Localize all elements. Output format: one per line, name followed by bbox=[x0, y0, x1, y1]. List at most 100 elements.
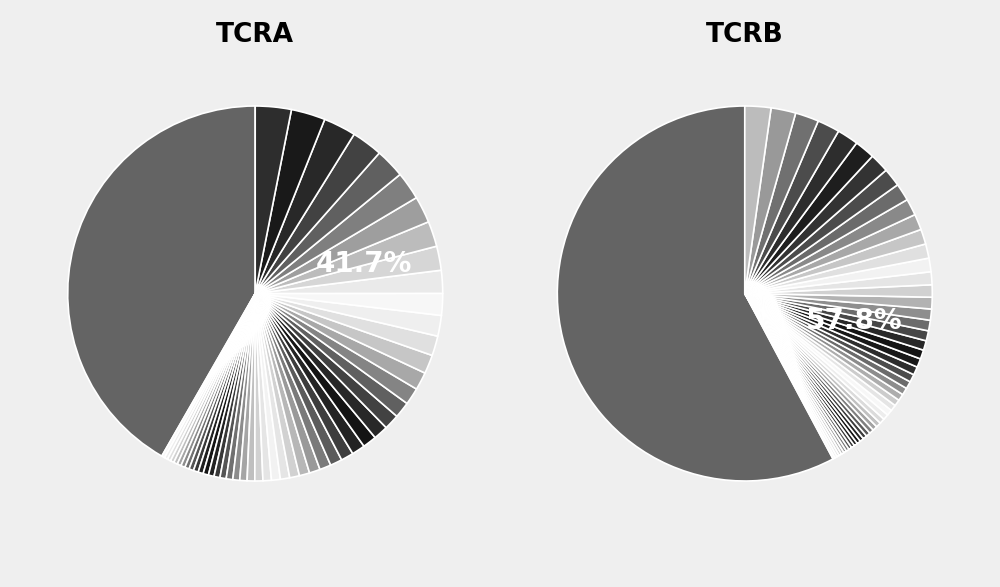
Wedge shape bbox=[255, 110, 325, 294]
Wedge shape bbox=[745, 294, 895, 410]
Wedge shape bbox=[745, 294, 899, 406]
Wedge shape bbox=[745, 185, 907, 294]
Wedge shape bbox=[255, 294, 263, 481]
Wedge shape bbox=[745, 294, 891, 415]
Wedge shape bbox=[255, 294, 407, 416]
Wedge shape bbox=[745, 294, 932, 309]
Wedge shape bbox=[745, 294, 929, 341]
Text: 41.7%: 41.7% bbox=[316, 251, 412, 278]
Wedge shape bbox=[745, 294, 839, 457]
Wedge shape bbox=[745, 294, 924, 359]
Wedge shape bbox=[745, 294, 860, 443]
Title: TCRB: TCRB bbox=[706, 22, 784, 49]
Wedge shape bbox=[745, 294, 930, 331]
Wedge shape bbox=[745, 294, 888, 419]
Wedge shape bbox=[745, 294, 917, 375]
Wedge shape bbox=[68, 106, 255, 456]
Wedge shape bbox=[745, 294, 867, 438]
Wedge shape bbox=[745, 294, 849, 451]
Wedge shape bbox=[745, 294, 932, 321]
Wedge shape bbox=[255, 294, 386, 437]
Wedge shape bbox=[255, 294, 364, 454]
Wedge shape bbox=[745, 121, 839, 294]
Wedge shape bbox=[255, 294, 397, 428]
Wedge shape bbox=[745, 294, 863, 441]
Wedge shape bbox=[745, 156, 886, 294]
Wedge shape bbox=[745, 294, 852, 450]
Wedge shape bbox=[226, 294, 255, 480]
Wedge shape bbox=[745, 106, 771, 294]
Wedge shape bbox=[745, 294, 870, 436]
Wedge shape bbox=[745, 113, 818, 294]
Wedge shape bbox=[255, 294, 432, 373]
Wedge shape bbox=[255, 294, 320, 473]
Wedge shape bbox=[745, 294, 835, 459]
Wedge shape bbox=[745, 294, 842, 456]
Wedge shape bbox=[745, 294, 873, 433]
Wedge shape bbox=[255, 294, 300, 478]
Wedge shape bbox=[745, 294, 854, 447]
Wedge shape bbox=[255, 294, 280, 480]
Wedge shape bbox=[174, 294, 255, 464]
Wedge shape bbox=[745, 294, 877, 430]
Wedge shape bbox=[214, 294, 255, 478]
Wedge shape bbox=[745, 131, 857, 294]
Wedge shape bbox=[255, 106, 291, 294]
Wedge shape bbox=[745, 294, 857, 446]
Wedge shape bbox=[745, 294, 926, 350]
Wedge shape bbox=[220, 294, 255, 479]
Wedge shape bbox=[745, 230, 926, 294]
Wedge shape bbox=[240, 294, 255, 481]
Wedge shape bbox=[255, 246, 441, 294]
Wedge shape bbox=[745, 272, 932, 294]
Wedge shape bbox=[745, 294, 880, 427]
Wedge shape bbox=[255, 294, 290, 480]
Wedge shape bbox=[198, 294, 255, 474]
Wedge shape bbox=[745, 294, 910, 389]
Wedge shape bbox=[181, 294, 255, 467]
Wedge shape bbox=[255, 294, 375, 446]
Wedge shape bbox=[255, 270, 443, 294]
Wedge shape bbox=[255, 294, 441, 336]
Wedge shape bbox=[255, 119, 354, 294]
Text: 57.8%: 57.8% bbox=[806, 307, 902, 335]
Wedge shape bbox=[557, 106, 833, 481]
Wedge shape bbox=[177, 294, 255, 465]
Wedge shape bbox=[255, 294, 417, 403]
Wedge shape bbox=[745, 294, 907, 394]
Wedge shape bbox=[745, 294, 884, 423]
Wedge shape bbox=[745, 294, 846, 453]
Wedge shape bbox=[745, 258, 931, 294]
Wedge shape bbox=[255, 294, 342, 465]
Wedge shape bbox=[255, 294, 425, 389]
Wedge shape bbox=[247, 294, 255, 481]
Wedge shape bbox=[194, 294, 255, 472]
Wedge shape bbox=[745, 294, 837, 458]
Wedge shape bbox=[745, 215, 921, 294]
Wedge shape bbox=[255, 294, 443, 315]
Wedge shape bbox=[745, 108, 796, 294]
Wedge shape bbox=[189, 294, 255, 471]
Wedge shape bbox=[745, 294, 914, 382]
Wedge shape bbox=[745, 294, 903, 400]
Wedge shape bbox=[233, 294, 255, 480]
Wedge shape bbox=[255, 198, 428, 294]
Wedge shape bbox=[162, 294, 255, 458]
Wedge shape bbox=[745, 170, 898, 294]
Wedge shape bbox=[255, 153, 400, 294]
Wedge shape bbox=[255, 294, 353, 460]
Wedge shape bbox=[255, 294, 438, 355]
Wedge shape bbox=[255, 174, 416, 294]
Wedge shape bbox=[745, 244, 929, 294]
Wedge shape bbox=[745, 143, 872, 294]
Wedge shape bbox=[255, 294, 272, 481]
Wedge shape bbox=[208, 294, 255, 477]
Wedge shape bbox=[255, 294, 310, 475]
Wedge shape bbox=[745, 200, 915, 294]
Wedge shape bbox=[171, 294, 255, 463]
Wedge shape bbox=[255, 294, 331, 470]
Wedge shape bbox=[745, 294, 921, 367]
Wedge shape bbox=[185, 294, 255, 469]
Wedge shape bbox=[167, 294, 255, 461]
Wedge shape bbox=[203, 294, 255, 475]
